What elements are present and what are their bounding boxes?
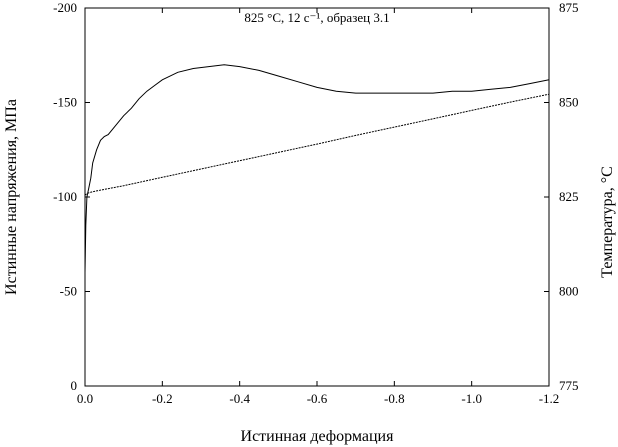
x-tick-label: -1.2 (539, 391, 560, 406)
plot-frame (84, 7, 550, 387)
y-left-tick-label: -100 (53, 189, 77, 204)
stress-line (84, 64, 550, 273)
x-axis-label: Истинная деформация (241, 428, 395, 445)
x-tick-label: 0.0 (77, 391, 93, 406)
y-right-tick-label: 875 (559, 0, 579, 15)
x-tick-label: -0.2 (152, 391, 173, 406)
x-tick-label: -0.8 (384, 391, 405, 406)
y-left-tick-label: -200 (53, 0, 77, 15)
y-right-tick-label: 825 (559, 189, 579, 204)
y-right-tick-label: 775 (559, 378, 579, 393)
y-left-tick-label: -150 (53, 95, 77, 110)
x-axis-ticks: 0.0 -0.2 -0.4 -0.6 -0.8 -1.0 -1.2 (77, 8, 559, 406)
y-right-tick-label: 850 (559, 95, 579, 110)
y-left-tick-label: 0 (71, 378, 78, 393)
series-group (84, 64, 550, 273)
x-tick-label: -0.4 (229, 391, 250, 406)
y-right-axis-ticks: 775 800 825 850 875 (544, 0, 579, 393)
y-right-axis-label: Температура, °C (599, 166, 616, 278)
y-right-tick-label: 800 (559, 284, 579, 299)
y-left-axis-label: Истинные напряжения, МПа (3, 99, 20, 295)
y-left-tick-label: -50 (60, 284, 77, 299)
y-left-axis-ticks: 0 -50 -100 -150 -200 (53, 0, 90, 393)
x-tick-label: -1.0 (461, 391, 482, 406)
chart-title: 825 °C, 12 c⁻¹, образец 3.1 (244, 10, 389, 25)
x-tick-label: -0.6 (307, 391, 328, 406)
temperature-line (84, 93, 550, 196)
